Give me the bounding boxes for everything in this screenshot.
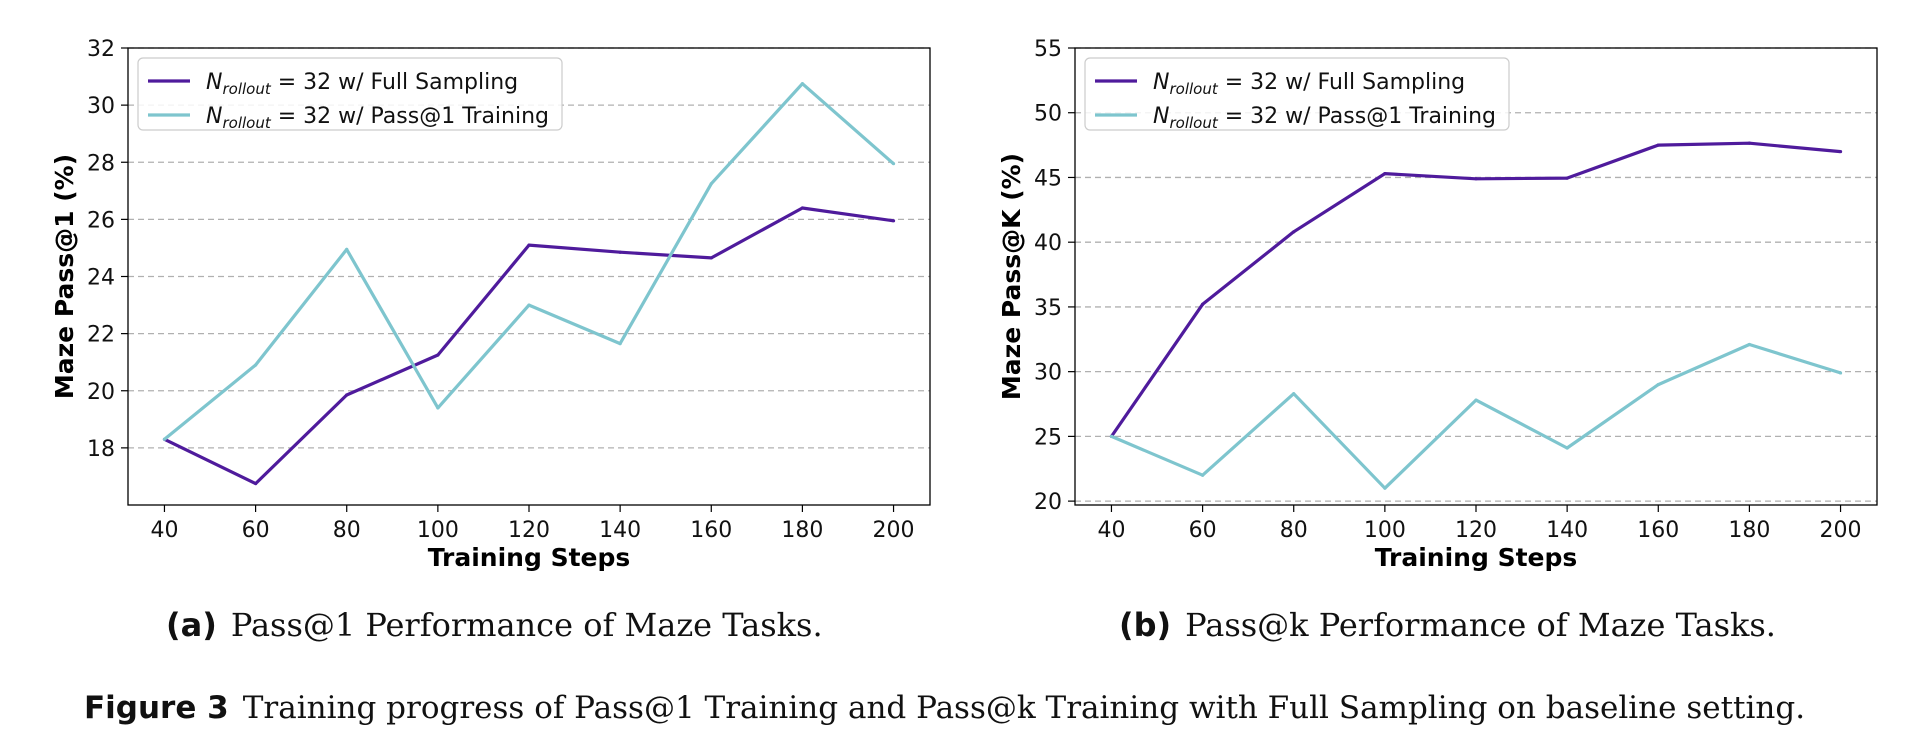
x-tick-label-60: 60 xyxy=(1189,518,1217,543)
data-point-s2-180 xyxy=(1747,342,1752,347)
data-point-s1-100 xyxy=(1383,171,1387,176)
data-point-s2-140 xyxy=(618,342,622,346)
y-tick-label-25: 25 xyxy=(1034,425,1062,450)
y-tick-label-24: 24 xyxy=(87,266,115,291)
data-point-s2-100 xyxy=(436,406,440,410)
x-tick-label-200: 200 xyxy=(1820,518,1862,543)
data-point-s2-200 xyxy=(891,162,896,166)
data-point-s1-120 xyxy=(1474,177,1478,181)
data-point-s2-180 xyxy=(800,82,805,86)
data-point-s1-140 xyxy=(1565,176,1569,180)
data-point-s1-80 xyxy=(1292,230,1296,234)
x-tick-label-100: 100 xyxy=(1364,518,1406,543)
subcaption-b-text: Pass@k Performance of Maze Tasks. xyxy=(1185,606,1776,644)
chart-pass1: 40 60 80 100 120 140 160 180 200 18 20 22 24 26 28 30 32… xyxy=(50,37,931,572)
legend-label-2: Nrollout = 32 w/ Pass@1 Training xyxy=(1153,104,1496,132)
legend-label-2: Nrollout = 32 w/ Pass@1 Training xyxy=(206,104,549,132)
x-tick-label-180: 180 xyxy=(1728,518,1770,543)
y-tick-label-32: 32 xyxy=(87,37,115,62)
y-tick-label-18: 18 xyxy=(87,437,115,462)
subcaption-b: (b) Pass@k Performance of Maze Tasks. xyxy=(1119,606,1776,644)
y-tick-label-40: 40 xyxy=(1034,231,1062,256)
x-tick-label-140: 140 xyxy=(1546,518,1588,543)
x-tick-label-180: 180 xyxy=(781,518,823,543)
y-axis-label: Maze Pass@K (%) xyxy=(997,153,1026,400)
data-point-s1-100 xyxy=(436,353,440,357)
data-point-s2-40 xyxy=(1109,434,1114,438)
data-point-s1-200 xyxy=(1838,149,1843,154)
data-point-s2-40 xyxy=(162,437,167,441)
figure-caption-text: Training progress of Pass@1 Training and… xyxy=(242,690,1806,726)
legend-label-1: Nrollout = 32 w/ Full Sampling xyxy=(206,70,518,98)
chart-passk: 40 60 80 100 120 140 160 180 200 20 25 30 35 40 45 50 55… xyxy=(997,37,1878,572)
data-point-s1-160 xyxy=(1656,143,1660,147)
data-point-s1-180 xyxy=(1747,141,1752,145)
subcaption-a-text: Pass@1 Performance of Maze Tasks. xyxy=(230,606,823,644)
data-point-s2-120 xyxy=(527,303,531,307)
x-tick-label-100: 100 xyxy=(417,518,459,543)
data-point-s2-60 xyxy=(253,363,258,367)
series-line-2 xyxy=(1110,342,1841,490)
y-tick-label-22: 22 xyxy=(87,323,115,348)
x-tick-label-80: 80 xyxy=(1280,518,1308,543)
y-tick-label-28: 28 xyxy=(87,151,115,176)
subcaption-a: (a) Pass@1 Performance of Maze Tasks. xyxy=(166,606,823,644)
x-tick-label-160: 160 xyxy=(1637,518,1679,543)
data-point-s1-180 xyxy=(800,206,805,210)
x-axis-label: Training Steps xyxy=(1375,543,1578,572)
y-tick-label-26: 26 xyxy=(87,208,115,233)
legend-box xyxy=(1084,57,1510,131)
legend-label-1: Nrollout = 32 w/ Full Sampling xyxy=(1153,70,1465,98)
figure-caption: Figure 3 Training progress of Pass@1 Trai… xyxy=(84,690,1805,726)
series-line-1 xyxy=(1110,141,1841,438)
x-tick-label-40: 40 xyxy=(1097,518,1125,543)
y-tick-label-55: 55 xyxy=(1034,37,1062,62)
x-tick-label-200: 200 xyxy=(873,518,915,543)
y-tick-label-20: 20 xyxy=(1034,490,1062,515)
data-point-s2-160 xyxy=(1656,383,1660,387)
legend: Nrollout = 32 w/ Full Sampling Nrollout =… xyxy=(1084,57,1510,132)
data-point-s1-120 xyxy=(527,243,531,247)
data-point-s2-100 xyxy=(1383,486,1387,490)
x-axis-label: Training Steps xyxy=(428,543,631,572)
data-point-s1-60 xyxy=(253,481,258,486)
y-tick-label-20: 20 xyxy=(87,380,115,405)
data-point-s2-120 xyxy=(1474,398,1478,402)
data-point-s2-80 xyxy=(1292,392,1296,396)
series-line-1 xyxy=(163,206,894,486)
data-point-s2-80 xyxy=(345,247,349,251)
data-point-s2-200 xyxy=(1838,371,1843,375)
y-tick-label-50: 50 xyxy=(1034,102,1062,127)
x-tick-label-140: 140 xyxy=(599,518,641,543)
x-tick-label-60: 60 xyxy=(242,518,270,543)
data-point-s2-60 xyxy=(1200,473,1205,477)
data-point-s1-160 xyxy=(709,256,713,260)
figure-caption-label: Figure 3 xyxy=(84,690,229,726)
x-tick-label-120: 120 xyxy=(508,518,550,543)
subcaption-a-label: (a) xyxy=(166,606,217,644)
legend-box xyxy=(137,57,563,131)
x-tick-label-80: 80 xyxy=(333,518,361,543)
subcaption-b-label: (b) xyxy=(1119,606,1172,644)
x-tick-label-160: 160 xyxy=(690,518,732,543)
y-tick-label-30: 30 xyxy=(1034,361,1062,386)
data-point-s1-80 xyxy=(345,393,349,397)
data-point-s1-140 xyxy=(618,250,622,254)
y-tick-label-45: 45 xyxy=(1034,166,1062,191)
data-point-s2-160 xyxy=(709,182,713,186)
series-line-2 xyxy=(163,82,895,441)
x-tick-label-40: 40 xyxy=(150,518,178,543)
data-point-s1-200 xyxy=(891,219,896,223)
x-tick-label-120: 120 xyxy=(1455,518,1497,543)
y-axis-label: Maze Pass@1 (%) xyxy=(50,154,79,399)
data-point-s2-140 xyxy=(1565,446,1569,450)
y-tick-label-35: 35 xyxy=(1034,296,1062,321)
data-point-s1-60 xyxy=(1200,302,1205,306)
y-tick-label-30: 30 xyxy=(87,94,115,119)
legend: Nrollout = 32 w/ Full Sampling Nrollout =… xyxy=(137,57,563,132)
